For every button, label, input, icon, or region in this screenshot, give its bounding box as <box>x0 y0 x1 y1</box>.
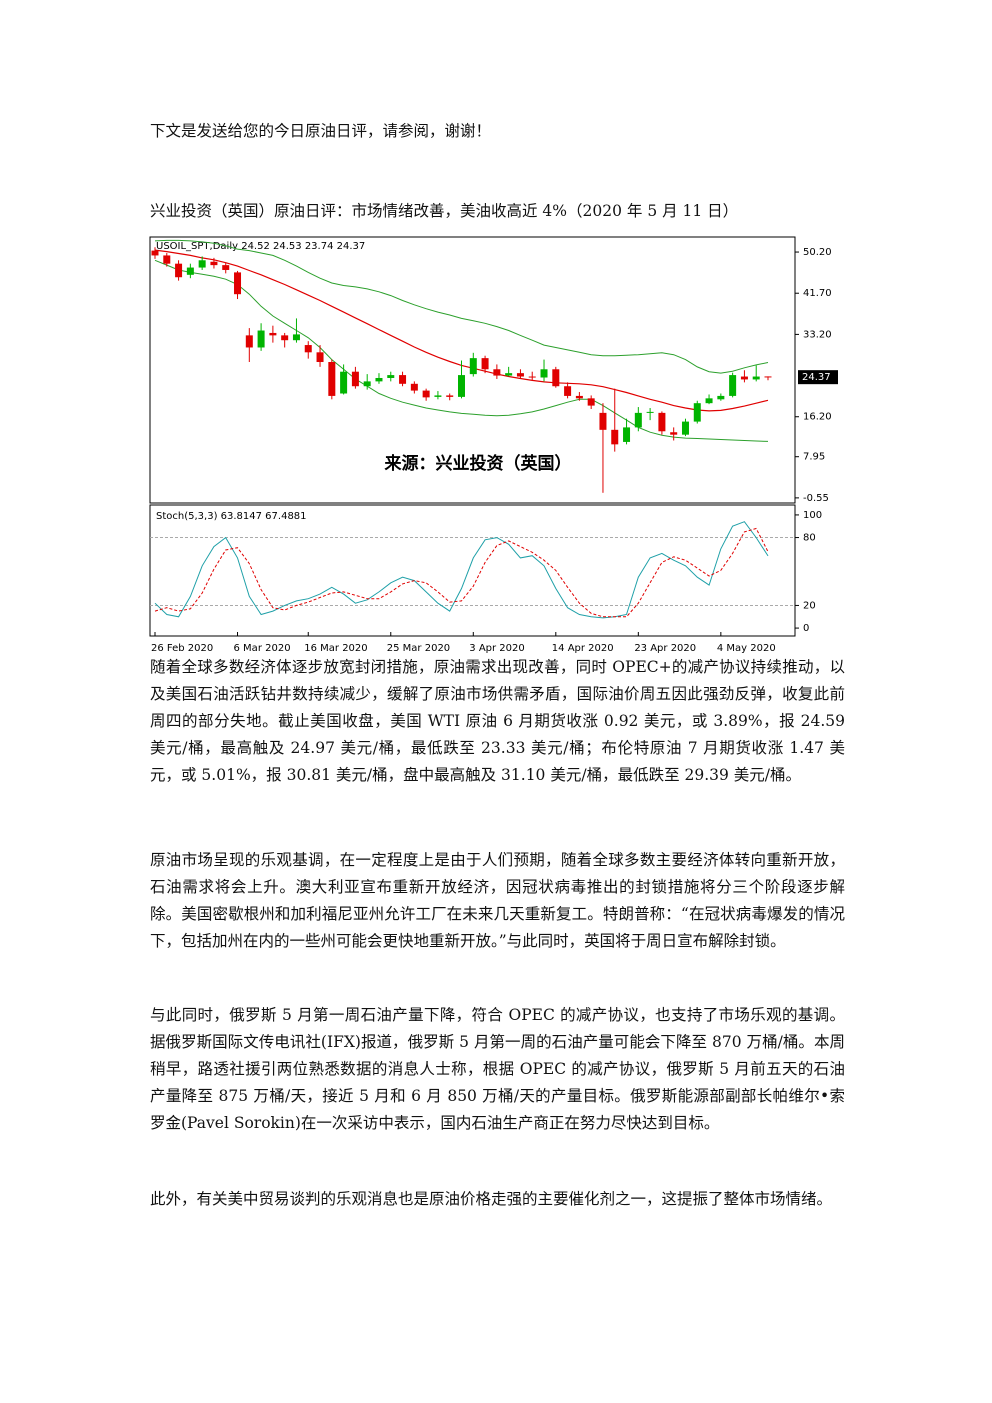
candle-body <box>151 250 159 256</box>
candle-body <box>375 377 383 382</box>
candle-body <box>269 332 277 336</box>
y-tick-label: 16.20 <box>803 412 832 423</box>
upper-band <box>154 239 769 374</box>
candle-body <box>552 369 560 387</box>
candle-body <box>717 395 725 400</box>
x-tick-label: 23 Apr 2020 <box>634 643 696 654</box>
candle-body <box>458 375 465 397</box>
y-tick-label: 33.20 <box>803 329 832 340</box>
candle-body <box>623 427 631 442</box>
candle-body <box>646 411 654 413</box>
candle-body <box>363 381 371 387</box>
candle-body <box>705 398 713 404</box>
x-tick-label: 3 Apr 2020 <box>469 643 524 654</box>
last-price-label: 24.37 <box>802 372 831 383</box>
candle-body <box>575 395 583 399</box>
x-tick-label: 14 Apr 2020 <box>552 643 614 654</box>
candle-body <box>505 373 513 376</box>
y-tick-label: 7.95 <box>803 452 825 463</box>
candle-body <box>587 398 595 406</box>
paragraph: 与此同时，俄罗斯 5 月第一周石油产量下降，符合 OPEC 的减产协议，也支持了… <box>150 1006 845 1132</box>
candle-body <box>340 371 348 394</box>
candle-body <box>446 395 454 397</box>
y-tick-label: -0.55 <box>803 493 829 504</box>
candle-body <box>245 335 253 348</box>
candle-body <box>681 421 689 435</box>
candle-body <box>540 369 548 378</box>
heading: 兴业投资（英国）原油日评：市场情绪改善，美油收高近 4%（2020 年 5 月 … <box>150 202 739 220</box>
stoch-d <box>154 527 769 618</box>
candle-body <box>399 375 407 384</box>
chart-header: USOIL_SPT,Daily 24.52 24.53 23.74 24.37 <box>156 241 365 252</box>
candle-body <box>611 429 619 445</box>
lower-band <box>154 259 769 442</box>
candle-body <box>564 386 572 396</box>
candle-body <box>599 412 607 430</box>
chart: USOIL_SPT,Daily 24.52 24.53 23.74 24.37 … <box>149 236 838 654</box>
candle-body <box>198 260 206 268</box>
stoch-tick-label: 20 <box>803 600 816 611</box>
candle-body <box>163 255 171 264</box>
candle-body <box>469 358 477 375</box>
stoch-tick-label: 0 <box>803 623 809 634</box>
candle-body <box>304 345 312 353</box>
candle-body <box>481 358 489 370</box>
intro: 下文是发送给您的今日原油日评，请参阅，谢谢！ <box>150 122 492 140</box>
y-tick-label: 50.20 <box>803 247 832 258</box>
candle-body <box>740 376 748 380</box>
candle-body <box>493 369 501 376</box>
candle-body <box>410 383 418 391</box>
candle-body <box>658 412 666 432</box>
candle-body <box>186 267 194 275</box>
price-panel <box>149 236 796 504</box>
candle-body <box>175 263 183 278</box>
stoch-title: Stoch(5,3,3) 63.8147 67.4881 <box>156 511 307 522</box>
x-tick-label: 25 Mar 2020 <box>387 643 450 654</box>
watermark: 来源：兴业投资（英国） <box>384 453 572 474</box>
candle-body <box>752 376 760 380</box>
paragraph: 此外，有关美中贸易谈判的乐观消息也是原油价格走强的主要催化剂之一，这提振了整体市… <box>150 1190 833 1208</box>
paragraph: 随着全球多数经济体逐步放宽封闭措施，原油需求出现改善，同时 OPEC+的减产协议… <box>150 658 845 784</box>
candle-body <box>257 330 265 348</box>
candle-body <box>222 265 230 270</box>
candle-body <box>670 432 678 435</box>
candle-body <box>328 362 336 396</box>
candle-body <box>281 335 289 341</box>
paragraph: 原油市场呈现的乐观基调，在一定程度上是由于人们预期，随着全球多数主要经济体转向重… <box>150 851 845 950</box>
candle-body <box>634 412 642 428</box>
candle-body <box>693 403 701 422</box>
candle-body <box>729 375 737 396</box>
y-tick-label: 41.70 <box>803 288 832 299</box>
candle-body <box>528 376 536 378</box>
stoch-tick-label: 100 <box>803 510 822 521</box>
candle-body <box>234 272 242 295</box>
x-tick-label: 6 Mar 2020 <box>234 643 291 654</box>
candle-body <box>434 395 442 397</box>
stoch-k <box>154 521 769 619</box>
candle-body <box>516 373 524 377</box>
candle-body <box>292 334 300 341</box>
candle-body <box>316 352 324 363</box>
candle-body <box>387 375 395 378</box>
candle-body <box>422 390 430 398</box>
candle-body <box>210 261 218 266</box>
x-tick-label: 26 Feb 2020 <box>151 643 213 654</box>
stoch-panel <box>149 504 796 637</box>
stoch-tick-label: 80 <box>803 533 816 544</box>
candle-body <box>351 371 359 387</box>
x-tick-label: 4 May 2020 <box>717 643 776 654</box>
candle-body <box>764 376 772 378</box>
x-tick-label: 16 Mar 2020 <box>304 643 367 654</box>
last-price-box <box>798 370 838 385</box>
